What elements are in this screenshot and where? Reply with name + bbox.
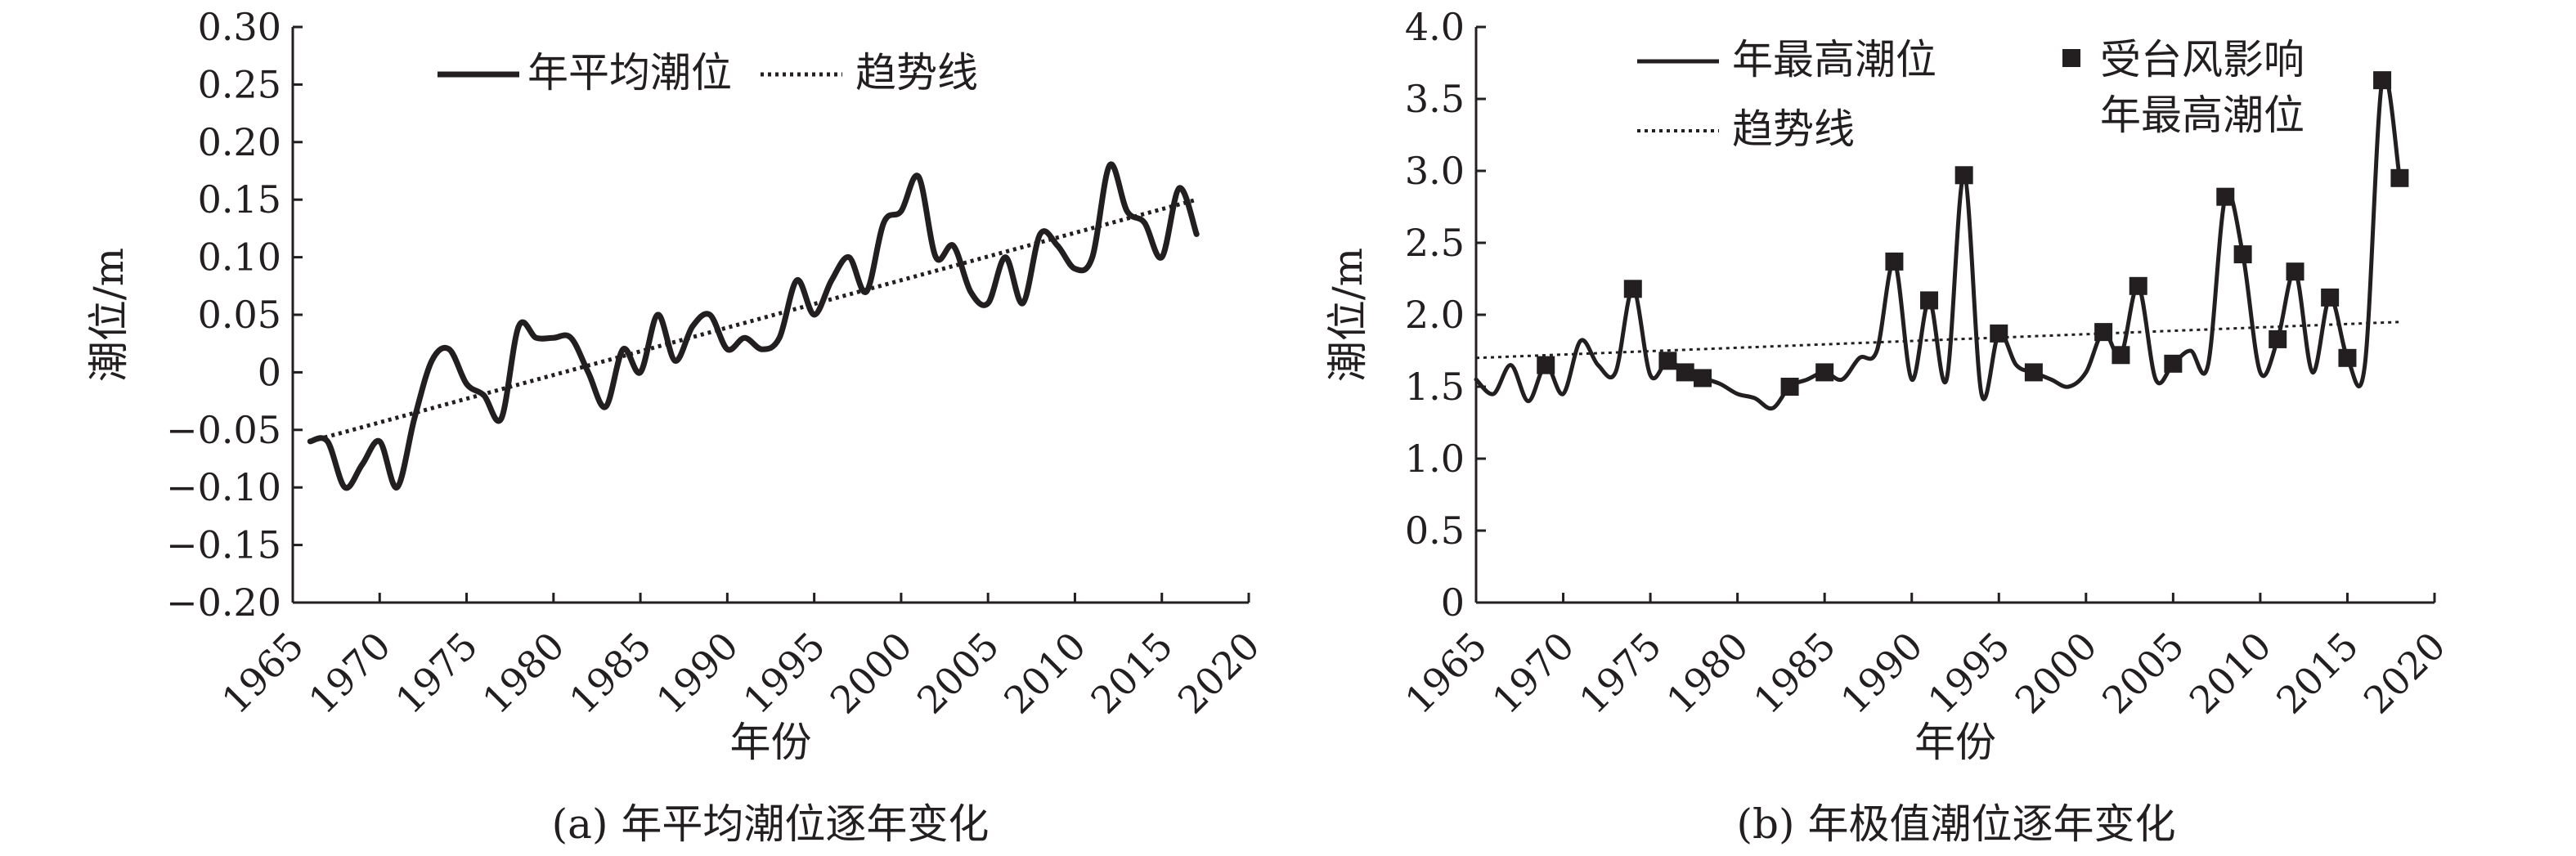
panel-b-x-tick-label: 1985 xyxy=(1745,624,1844,723)
panel-a-y-tick-label: −0.20 xyxy=(166,580,281,625)
panel-a-y-tick-label: 0.25 xyxy=(198,62,281,106)
panel-b-caption: (b) 年极值潮位逐年变化 xyxy=(1737,800,2176,848)
panel-b-x-axis-title: 年份 xyxy=(1914,719,1996,766)
panel-b-x-tick-label: 1990 xyxy=(1833,624,1932,723)
panel-b-y-tick-label: 2.5 xyxy=(1405,221,1465,265)
panel-a-chart: 年平均潮位 趋势线 −0.20 −0.15 −0.10 −0.05 0 0.05 0.10 0… xyxy=(85,5,1268,848)
panel-a-legend: 年平均潮位 趋势线 xyxy=(438,49,978,96)
panel-b-typhoon-marker xyxy=(1537,356,1555,374)
panel-b-legend: 年最高潮位 趋势线 受台风影响 年最高潮位 xyxy=(1637,36,2304,153)
panel-b-typhoon-marker xyxy=(2233,245,2252,264)
panel-a-y-tick-label: 0.20 xyxy=(198,120,281,164)
panel-a-y-tick-label: 0.30 xyxy=(198,5,281,49)
panel-a-caption: (a) 年平均潮位逐年变化 xyxy=(552,800,990,848)
panel-b-legend-label-max: 年最高潮位 xyxy=(1732,36,1936,83)
panel-a-x-tick-label: 1980 xyxy=(474,624,573,723)
panel-b-legend-label-trend: 趋势线 xyxy=(1732,105,1855,153)
panel-b-typhoon-marker xyxy=(1676,363,1694,382)
panel-b-x-tick-label: 2010 xyxy=(2181,624,2280,723)
panel-b-typhoon-marker xyxy=(2164,354,2183,373)
panel-b-x-tick-label: 2000 xyxy=(2007,624,2106,723)
panel-a-y-tick-label: 0.05 xyxy=(198,293,281,337)
panel-a-legend-label-mean: 年平均潮位 xyxy=(527,49,732,96)
panel-b-typhoon-marker xyxy=(1694,369,1712,388)
panel-b-typhoon-marker xyxy=(1780,378,1799,396)
panel-b-typhoon-marker xyxy=(1658,352,1677,370)
panel-b-y-tick-label: 1.0 xyxy=(1405,437,1465,481)
panel-b-typhoon-marker xyxy=(1954,166,1973,185)
panel-b-x-tick-label: 1965 xyxy=(1397,624,1496,723)
panel-a-trend-line xyxy=(309,197,1197,444)
panel-a-legend-label-trend: 趋势线 xyxy=(855,49,978,96)
panel-b-typhoon-marker xyxy=(2129,276,2147,295)
panel-a-y-tick-label: −0.15 xyxy=(166,523,281,567)
panel-a-x-axis-title: 年份 xyxy=(730,719,812,766)
panel-a-x-tick-label: 1965 xyxy=(213,624,312,723)
panel-b-typhoon-marker xyxy=(1990,324,2008,343)
panel-a-x-tick-label: 2015 xyxy=(1083,624,1182,723)
panel-a-x-tick-label: 1975 xyxy=(387,624,486,723)
panel-b-x-tick-label: 1975 xyxy=(1571,624,1670,723)
panel-b-legend-label-typhoon-line1: 受台风影响 xyxy=(2100,36,2304,83)
panel-b-typhoon-marker xyxy=(2024,363,2043,382)
panel-b-typhoon-marker xyxy=(1623,280,1642,298)
panel-b-typhoon-marker xyxy=(2338,348,2357,367)
panel-b-typhoon-marker xyxy=(2373,71,2392,90)
panel-b-typhoon-marker xyxy=(1920,291,1939,310)
panel-b-chart: 年最高潮位 趋势线 受台风影响 年最高潮位 0 0.5 1.0 1.5 2.0 2.5 3.… xyxy=(1324,5,2454,848)
panel-b-x-tick-label: 2005 xyxy=(2094,624,2192,723)
panel-a-y-tick-label: −0.05 xyxy=(166,408,281,452)
panel-b-legend-swatch-typhoon xyxy=(2062,49,2080,67)
panel-b-typhoon-marker xyxy=(2216,187,2235,206)
panel-b-x-tick-label: 1970 xyxy=(1483,624,1582,723)
panel-a-x-tick-label: 1985 xyxy=(561,624,660,723)
panel-b-typhoon-marker xyxy=(2094,323,2113,342)
panel-b-y-tick-label: 4.0 xyxy=(1405,5,1465,49)
panel-b-y-axis-title: 潮位/m xyxy=(1324,248,1371,382)
panel-a-x-tick-label: 1970 xyxy=(300,624,399,723)
panel-b-x-tick-label: 1980 xyxy=(1658,624,1757,723)
panel-a-series-line-0 xyxy=(307,161,1200,491)
panel-a-y-tick-label: 0 xyxy=(258,350,281,394)
panel-a-y-tick-label: 0.10 xyxy=(198,235,281,280)
panel-b-typhoon-marker xyxy=(2286,262,2304,281)
panel-a-x-tick-label: 2020 xyxy=(1169,624,1268,723)
panel-a-y-axis-title: 潮位/m xyxy=(85,248,132,382)
panel-b-x-tick-label: 1995 xyxy=(1919,624,2018,723)
panel-b-x-tick-label: 2015 xyxy=(2268,624,2367,723)
panel-b-typhoon-marker xyxy=(2390,168,2409,187)
panel-a-x-tick-label: 2000 xyxy=(822,624,921,723)
panel-a-x-tick-label: 1995 xyxy=(734,624,833,723)
panel-a-y-tick-label: −0.10 xyxy=(166,465,281,509)
panel-b-typhoon-marker xyxy=(1815,363,1834,382)
panel-a-x-tick-label: 2010 xyxy=(995,624,1094,723)
panel-b-typhoon-marker xyxy=(2269,329,2287,348)
panel-b-typhoon-marker xyxy=(1885,252,1904,271)
panel-b-legend-label-typhoon-line2: 年最高潮位 xyxy=(2100,92,2304,139)
panel-a-x-tick-label: 1990 xyxy=(648,624,747,723)
panel-b-typhoon-marker xyxy=(2321,288,2340,307)
panel-a-x-tick-label: 2005 xyxy=(909,624,1008,723)
panel-b-y-tick-label: 3.0 xyxy=(1405,149,1465,193)
panel-b-y-tick-label: 1.5 xyxy=(1405,365,1465,409)
panel-a-y-tick-label: 0.15 xyxy=(198,177,281,222)
panel-b-y-tick-label: 3.5 xyxy=(1405,77,1465,121)
panel-b-x-tick-label: 2020 xyxy=(2355,624,2454,723)
panel-b-typhoon-marker xyxy=(2112,346,2130,365)
panel-b-y-tick-label: 2.0 xyxy=(1405,293,1465,337)
panel-b-y-tick-label: 0.5 xyxy=(1405,509,1465,553)
panel-b-y-tick-label: 0 xyxy=(1441,580,1465,625)
